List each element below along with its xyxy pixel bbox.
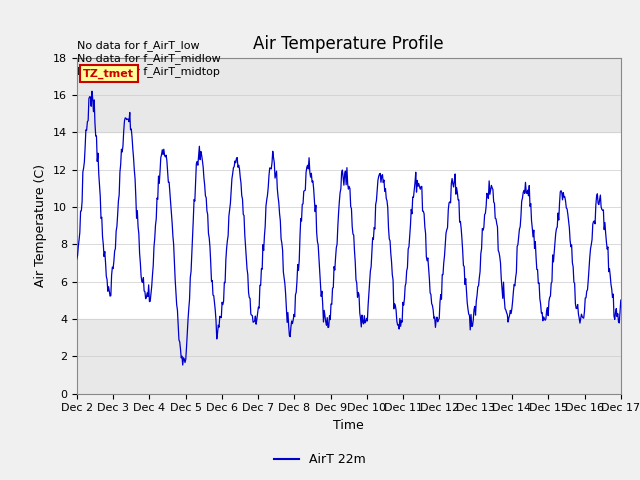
Text: No data for f_AirT_midtop: No data for f_AirT_midtop [77,66,220,77]
Legend: AirT 22m: AirT 22m [269,448,371,471]
Bar [77,58,621,132]
Text: TZ_tmet: TZ_tmet [83,68,134,79]
Title: Air Temperature Profile: Air Temperature Profile [253,35,444,53]
Bar [77,319,621,394]
Text: No data for f_AirT_midlow: No data for f_AirT_midlow [77,53,221,64]
Text: No data for f_AirT_low: No data for f_AirT_low [77,40,200,51]
Y-axis label: Air Temperature (C): Air Temperature (C) [35,164,47,287]
X-axis label: Time: Time [333,419,364,432]
